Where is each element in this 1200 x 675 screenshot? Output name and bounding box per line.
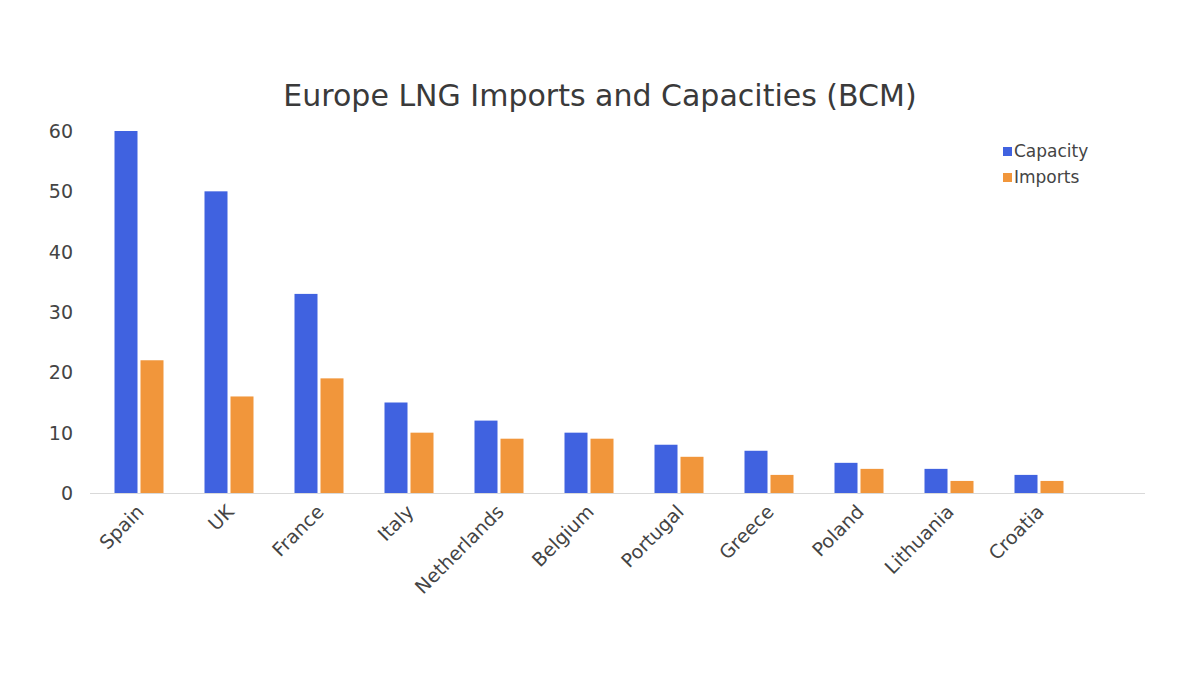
background xyxy=(0,0,1200,675)
y-tick-label: 10 xyxy=(49,422,73,444)
x-axis-line xyxy=(90,493,1145,494)
legend-swatch xyxy=(1003,147,1012,156)
bar xyxy=(141,360,164,493)
x-tick-label: Italy xyxy=(373,500,418,545)
bar xyxy=(475,421,498,493)
bar xyxy=(1015,475,1038,493)
x-tick-label: Lithuania xyxy=(880,500,958,578)
x-tick-label: Greece xyxy=(714,500,777,563)
chart-title: Europe LNG Imports and Capacities (BCM) xyxy=(283,78,916,113)
bar xyxy=(295,294,318,493)
bar xyxy=(655,445,678,493)
legend-label: Imports xyxy=(1014,167,1079,187)
y-tick-label: 20 xyxy=(49,361,73,383)
y-tick-label: 30 xyxy=(49,301,73,323)
bar xyxy=(115,131,138,493)
bar xyxy=(745,451,768,493)
y-tick-label: 50 xyxy=(49,180,73,202)
legend-label: Capacity xyxy=(1014,141,1088,161)
x-tick-label: France xyxy=(268,500,328,560)
chart-container: Europe LNG Imports and Capacities (BCM) 0… xyxy=(0,0,1200,675)
bar xyxy=(501,439,524,493)
y-tick-label: 60 xyxy=(49,120,73,142)
x-tick-label: Spain xyxy=(95,500,148,553)
x-tick-label: Belgium xyxy=(527,500,598,571)
x-tick-label: Portugal xyxy=(617,500,688,571)
bar xyxy=(411,433,434,493)
bar xyxy=(835,463,858,493)
bar xyxy=(565,433,588,493)
bars-group xyxy=(115,131,1064,493)
chart-svg: Europe LNG Imports and Capacities (BCM) 0… xyxy=(0,0,1200,675)
bar xyxy=(925,469,948,493)
x-tick-label: Poland xyxy=(807,500,867,560)
x-tick-label: UK xyxy=(204,500,239,535)
bar xyxy=(1041,481,1064,493)
bar xyxy=(321,378,344,493)
x-tick-label: Croatia xyxy=(984,500,1048,564)
y-tick-label: 40 xyxy=(49,241,73,263)
x-tick-label: Netherlands xyxy=(410,500,507,597)
bar xyxy=(205,191,228,493)
bar xyxy=(681,457,704,493)
legend-swatch xyxy=(1003,173,1012,182)
y-tick-label: 0 xyxy=(61,482,73,504)
bar xyxy=(591,439,614,493)
bar xyxy=(951,481,974,493)
bar xyxy=(231,396,254,493)
bar xyxy=(861,469,884,493)
bar xyxy=(385,403,408,494)
bar xyxy=(771,475,794,493)
